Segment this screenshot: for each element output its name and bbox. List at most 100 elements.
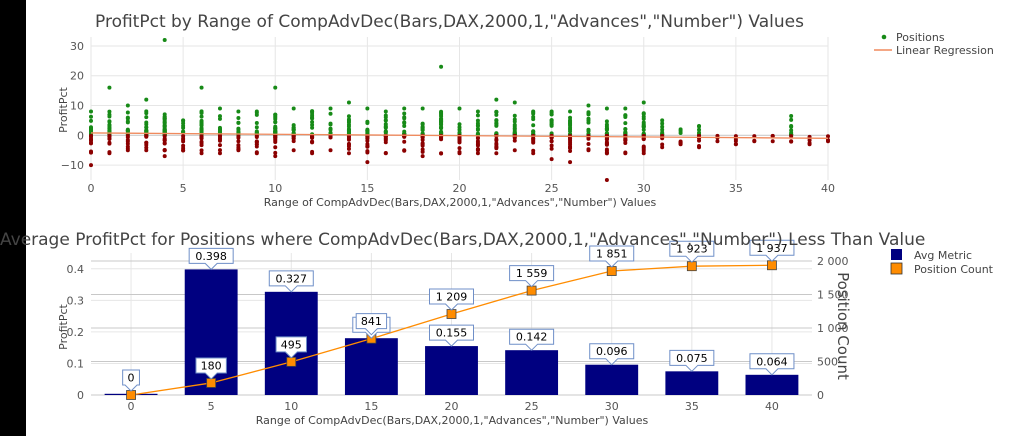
negative-position-point bbox=[549, 143, 554, 148]
negative-position-point bbox=[660, 142, 665, 147]
positive-position-point bbox=[217, 106, 222, 111]
positive-position-point bbox=[475, 127, 480, 132]
avg-metric-data-label: 0.064 bbox=[756, 355, 788, 368]
positive-position-point bbox=[107, 123, 112, 128]
negative-position-point bbox=[420, 154, 425, 159]
negative-position-point bbox=[199, 136, 204, 141]
positive-position-point bbox=[623, 121, 628, 126]
negative-position-point bbox=[346, 151, 351, 156]
positive-position-point bbox=[439, 64, 444, 69]
positive-position-point bbox=[789, 124, 794, 129]
avg-metric-bar bbox=[665, 371, 719, 395]
top-x-tick-label: 5 bbox=[180, 182, 187, 195]
top-x-tick-label: 35 bbox=[729, 182, 743, 195]
negative-position-point bbox=[789, 134, 794, 139]
positive-position-point bbox=[107, 119, 112, 124]
negative-position-point bbox=[697, 138, 702, 143]
negative-position-point bbox=[310, 149, 315, 154]
negative-position-point bbox=[457, 140, 462, 145]
position-count-marker bbox=[526, 285, 537, 296]
position-count-data-label-box bbox=[355, 313, 388, 336]
negative-position-point bbox=[89, 150, 93, 155]
positive-position-point bbox=[144, 97, 149, 102]
negative-position-point bbox=[365, 144, 370, 149]
positive-position-point bbox=[89, 125, 93, 130]
legend-regression-label: Linear Regression bbox=[896, 44, 994, 57]
positive-position-point bbox=[531, 123, 536, 128]
negative-position-point bbox=[199, 151, 204, 156]
position-count-marker bbox=[686, 261, 697, 272]
positive-position-point bbox=[310, 116, 315, 121]
bottom-y-tick-label: 0.3 bbox=[67, 294, 85, 307]
positive-position-point bbox=[678, 130, 683, 135]
positive-position-point bbox=[107, 114, 112, 119]
positive-position-point bbox=[697, 124, 702, 129]
positive-position-point bbox=[162, 124, 167, 129]
positive-position-point bbox=[494, 97, 499, 102]
negative-position-point bbox=[162, 141, 167, 146]
positive-position-point bbox=[568, 129, 573, 134]
positive-position-point bbox=[273, 85, 278, 90]
positive-position-point bbox=[346, 100, 351, 105]
positive-position-point bbox=[254, 112, 259, 117]
bottom-x-tick-label: 5 bbox=[208, 400, 215, 413]
negative-position-point bbox=[807, 141, 812, 146]
top-gridlines bbox=[90, 37, 829, 180]
position-count-data-label: 841 bbox=[361, 315, 382, 328]
negative-position-point bbox=[604, 137, 609, 142]
top-y-tick-label: 30 bbox=[70, 40, 84, 53]
negative-position-point bbox=[604, 133, 609, 138]
negative-position-point bbox=[273, 150, 278, 155]
positive-position-point bbox=[273, 114, 278, 119]
negative-position-point bbox=[494, 138, 499, 143]
positive-position-point bbox=[475, 132, 480, 137]
avg-metric-data-label: 0.075 bbox=[676, 352, 708, 365]
top-x-tick-label: 40 bbox=[821, 182, 835, 195]
negative-position-point bbox=[752, 138, 757, 143]
negative-position-point bbox=[217, 134, 222, 139]
positive-position-point bbox=[346, 118, 351, 123]
position-count-data-label: 1 937 bbox=[756, 242, 788, 255]
positive-position-point bbox=[236, 109, 241, 114]
positive-position-point bbox=[439, 118, 444, 123]
legend-positions-label: Positions bbox=[896, 31, 945, 44]
negative-position-point bbox=[494, 142, 499, 147]
regression-line bbox=[90, 132, 829, 139]
bottom-y-axis-label: ProfitPct bbox=[57, 303, 70, 349]
negative-position-point bbox=[162, 134, 167, 139]
positive-position-point bbox=[383, 115, 388, 120]
negative-position-point bbox=[291, 136, 296, 141]
avg-metric-data-label-box bbox=[509, 328, 555, 351]
positive-position-point bbox=[125, 115, 130, 120]
bottom-y2-tick-label: 1 000 bbox=[817, 322, 849, 335]
position-count-data-label-box bbox=[275, 336, 307, 359]
negative-position-point bbox=[623, 138, 628, 143]
top-y-tick-label: 10 bbox=[70, 100, 84, 113]
positive-position-point bbox=[144, 120, 149, 125]
negative-position-point bbox=[107, 136, 112, 141]
position-count-data-label-box bbox=[589, 245, 635, 268]
bottom-y2-axis-label: Position Count bbox=[834, 272, 852, 380]
negative-position-point bbox=[457, 146, 462, 151]
avg-metric-bar bbox=[425, 346, 478, 395]
positive-position-point bbox=[162, 114, 167, 119]
positive-position-point bbox=[512, 113, 517, 118]
positive-position-point bbox=[549, 122, 554, 127]
negative-position-point bbox=[475, 139, 480, 144]
position-count-data-label: 1 559 bbox=[516, 267, 548, 280]
positive-position-point bbox=[604, 122, 609, 127]
legend-position-count-marker bbox=[890, 262, 903, 275]
negative-position-point bbox=[475, 142, 480, 147]
positive-position-point bbox=[162, 37, 167, 42]
negative-position-point bbox=[346, 142, 351, 147]
bottom-data-labels: 0.3980.3270.180.1550.1420.0960.0750.0640… bbox=[122, 239, 795, 392]
positive-position-point bbox=[789, 113, 794, 118]
positive-position-point bbox=[383, 124, 388, 129]
bottom-y-tick-label: 0.1 bbox=[67, 357, 85, 370]
negative-position-point bbox=[199, 139, 204, 144]
negative-position-point bbox=[217, 143, 222, 148]
bottom-x-tick-label: 35 bbox=[685, 400, 699, 413]
negative-position-point bbox=[383, 140, 388, 145]
top-y-tick-label: −10 bbox=[61, 159, 84, 172]
positive-position-point bbox=[236, 127, 241, 132]
